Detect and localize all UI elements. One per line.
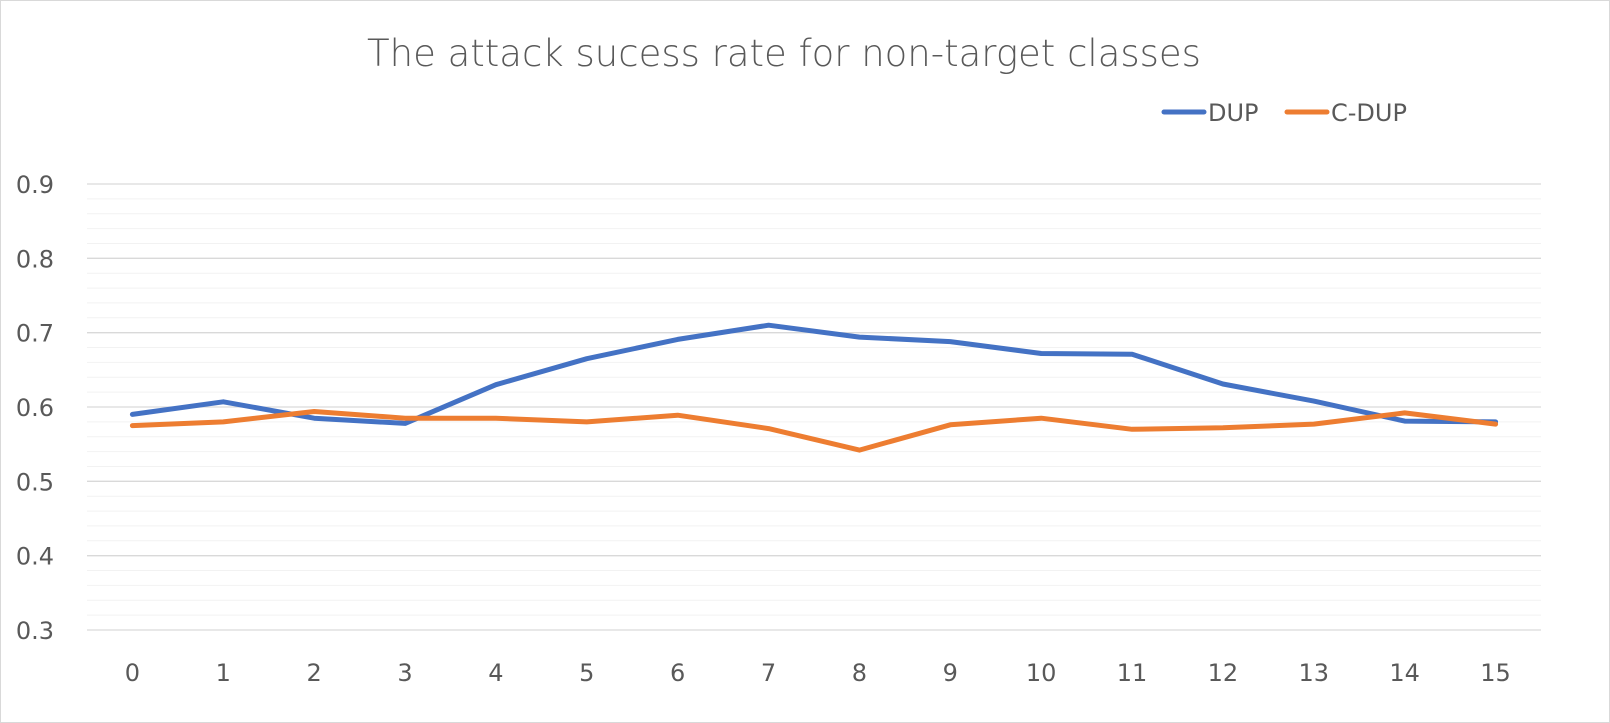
y-tick-label: 0.8 xyxy=(16,245,54,273)
x-tick-label: 6 xyxy=(670,659,685,687)
x-tick-label: 15 xyxy=(1480,659,1511,687)
x-tick-label: 10 xyxy=(1026,659,1057,687)
legend-label-dup: DUP xyxy=(1208,99,1259,127)
y-tick-label: 0.4 xyxy=(16,543,54,571)
x-tick-label: 2 xyxy=(307,659,322,687)
x-tick-label: 0 xyxy=(125,659,140,687)
x-tick-label: 12 xyxy=(1208,659,1239,687)
major-gridlines xyxy=(87,183,1541,631)
x-tick-label: 3 xyxy=(397,659,412,687)
y-tick-label: 0.5 xyxy=(16,468,54,496)
y-tick-label: 0.9 xyxy=(16,171,54,199)
series-line-c-dup xyxy=(129,409,1499,453)
y-axis-tick-labels: 0.3 0.4 0.5 0.6 0.7 0.8 0.9 xyxy=(16,171,54,645)
x-tick-label: 5 xyxy=(579,659,594,687)
y-tick-label: 0.6 xyxy=(16,394,54,422)
y-tick-label: 0.7 xyxy=(16,320,54,348)
y-tick-label: 0.3 xyxy=(16,617,54,645)
x-tick-label: 9 xyxy=(943,659,958,687)
x-tick-label: 7 xyxy=(761,659,776,687)
x-tick-label: 4 xyxy=(488,659,503,687)
minor-gridlines xyxy=(87,198,1541,616)
x-axis-tick-labels: 0 1 2 3 4 5 6 7 8 9 10 11 12 13 14 15 xyxy=(125,659,1511,687)
x-tick-label: 1 xyxy=(216,659,231,687)
chart-title: The attack sucess rate for non-target cl… xyxy=(367,32,1201,75)
legend: DUP C-DUP xyxy=(1161,99,1407,127)
legend-label-c-dup: C-DUP xyxy=(1331,99,1407,127)
series-line-dup xyxy=(129,322,1499,426)
x-tick-label: 14 xyxy=(1389,659,1420,687)
series-lines xyxy=(129,322,1499,453)
x-tick-label: 13 xyxy=(1299,659,1330,687)
x-tick-label: 11 xyxy=(1117,659,1148,687)
x-tick-label: 8 xyxy=(852,659,867,687)
